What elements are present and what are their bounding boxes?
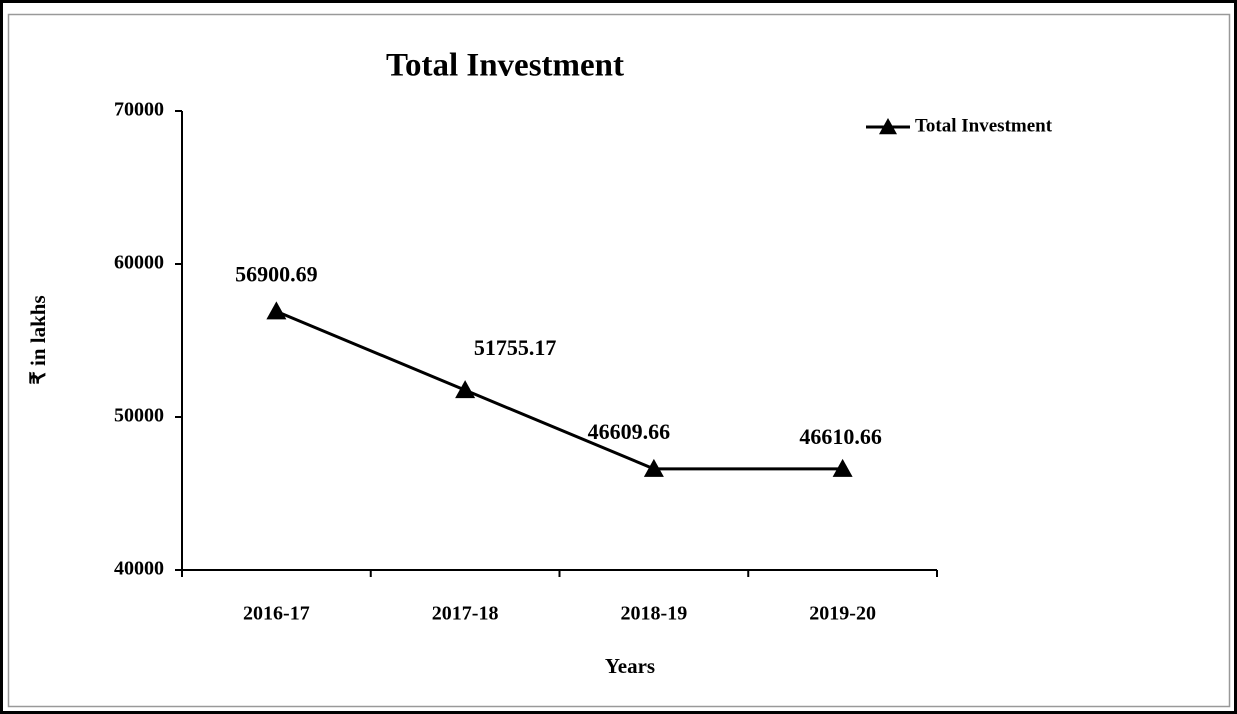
marker: [455, 380, 476, 399]
x-axis-label: Years: [605, 654, 655, 678]
legend-marker: [879, 118, 897, 135]
y-tick-label: 40000: [114, 558, 164, 580]
x-tick-label: 2016-17: [243, 603, 310, 625]
marker: [266, 301, 287, 320]
x-tick-label: 2019-20: [809, 603, 876, 625]
marker: [832, 458, 853, 477]
inner-frame: [7, 13, 1231, 708]
y-axis-label: ₹ in lakhs: [26, 295, 50, 384]
x-tick-label: 2017-18: [432, 603, 499, 625]
data-label: 56900.69: [235, 261, 318, 286]
data-label: 46609.66: [588, 419, 671, 444]
marker: [643, 458, 664, 477]
legend-label: Total Investment: [915, 115, 1053, 136]
y-tick-label: 50000: [114, 405, 164, 427]
line: [275, 310, 843, 471]
data-label: 51755.17: [474, 335, 557, 360]
y-tick-label: 70000: [114, 99, 164, 121]
chart-title: Total Investment: [386, 48, 624, 84]
y-tick-label: 60000: [114, 252, 164, 274]
x-tick-label: 2018-19: [621, 603, 688, 625]
data-label: 46610.66: [799, 424, 882, 449]
